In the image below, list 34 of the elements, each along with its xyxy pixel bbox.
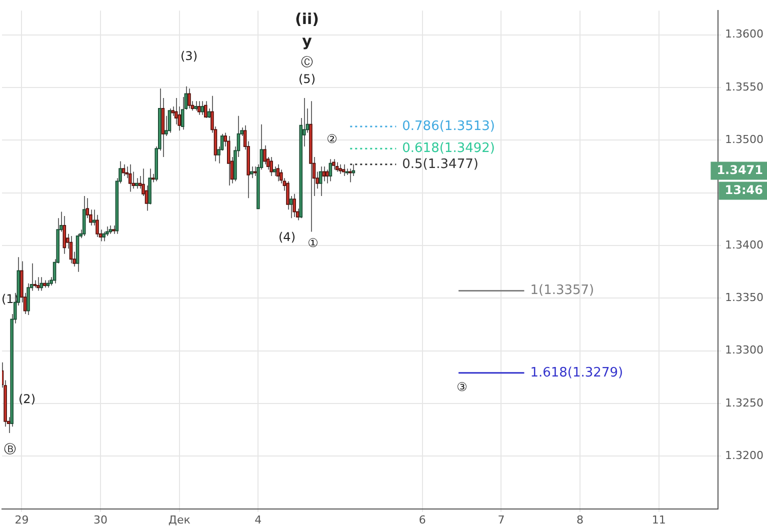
y-tick-label: 1.3500 <box>725 133 764 146</box>
annotation: (2) <box>18 392 36 406</box>
y-tick-label: 1.3250 <box>725 396 764 410</box>
series-label: 0.786(1.3513) <box>402 118 495 134</box>
y-tick-label: 1.3350 <box>725 291 764 304</box>
annotation: ② <box>326 132 338 146</box>
series-label: 0.618(1.3492) <box>402 140 495 156</box>
annotation: y <box>302 32 312 50</box>
y-tick-label: 1.3200 <box>725 448 764 462</box>
x-tick-label: 6 <box>418 513 426 526</box>
y-tick-label: 1.3550 <box>725 80 764 94</box>
x-tick-label: 30 <box>94 513 108 526</box>
annotation: Ⓑ <box>4 442 16 456</box>
annotation: (4) <box>278 230 296 244</box>
annotation: 1.3471 <box>716 162 763 177</box>
y-tick-label: 1.3400 <box>725 238 764 252</box>
y-tick-label: 1.3600 <box>725 28 764 41</box>
annotation: (3) <box>180 49 198 64</box>
series-label: 1(1.3357) <box>530 283 594 298</box>
y-tick-label: 1.3300 <box>725 344 764 357</box>
x-tick-label: 4 <box>254 513 262 526</box>
x-tick-label: 11 <box>652 513 666 526</box>
x-tick-label: 29 <box>14 513 29 526</box>
annotation: ③ <box>456 380 468 394</box>
annotation: ① <box>308 236 318 250</box>
annotation: (5) <box>298 72 316 86</box>
x-tick-label: Дек <box>168 513 191 526</box>
x-tick-label: 8 <box>576 513 584 526</box>
annotation: Ⓒ <box>301 55 313 70</box>
series-label: 0.5(1.3477) <box>402 156 478 172</box>
text: 13:46 <box>724 182 763 197</box>
series-label: 1.618(1.3279) <box>530 365 624 380</box>
x-tick-label: 7 <box>498 513 505 526</box>
annotation: (ii) <box>295 10 319 28</box>
